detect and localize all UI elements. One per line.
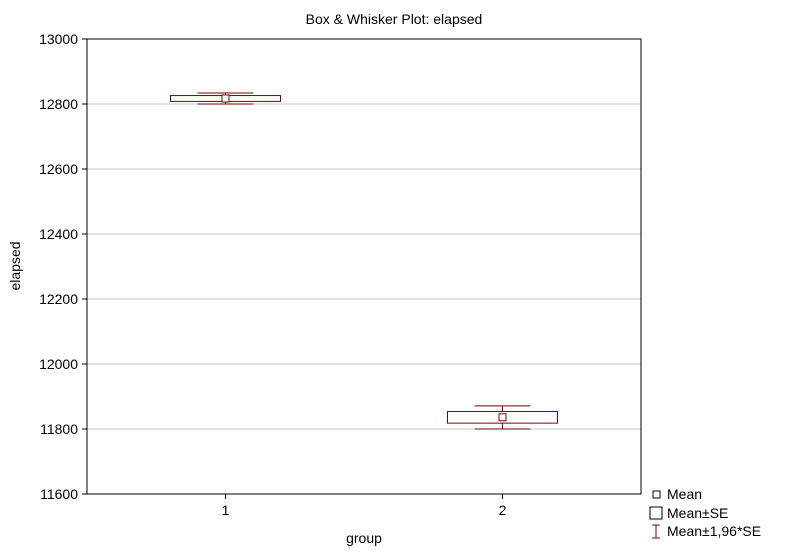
se-box [447,410,558,424]
legend-box-icon [649,506,663,520]
y-tick-label: 12000 [39,356,78,372]
y-tick-label: 11600 [40,486,78,502]
y-tick-label: 12200 [39,291,78,307]
y-tick-label: 13000 [39,31,78,47]
x-tick-label: 2 [499,502,507,518]
box-group-2 [447,405,558,430]
legend-label: Mean [667,486,702,502]
box-group-1 [170,92,281,105]
y-tick-label: 12600 [39,161,78,177]
legend-label: Mean±1,96*SE [667,523,761,539]
plot-area-frame [86,38,642,495]
mean-marker [498,413,507,422]
y-tick-label: 12400 [39,226,78,242]
x-tick-label: 1 [222,502,230,518]
y-axis-label: elapsed [7,241,23,290]
y-tick-label: 12800 [39,96,78,112]
y-axis-ticks: 11600 11800 12000 12200 12400 12600 12800 13000 [39,31,87,502]
gridlines [87,103,641,430]
legend: Mean Mean±SE Mean±1,96*SE [649,486,761,539]
legend-label: Mean±SE [667,505,728,521]
x-axis-label: group [346,530,382,546]
mean-marker [221,94,230,103]
legend-mean-icon [652,490,661,499]
legend-whisker-icon [652,524,660,539]
y-tick-label: 11800 [40,421,78,437]
chart-title: Box & Whisker Plot: elapsed [306,11,483,27]
box-marks [170,92,558,430]
